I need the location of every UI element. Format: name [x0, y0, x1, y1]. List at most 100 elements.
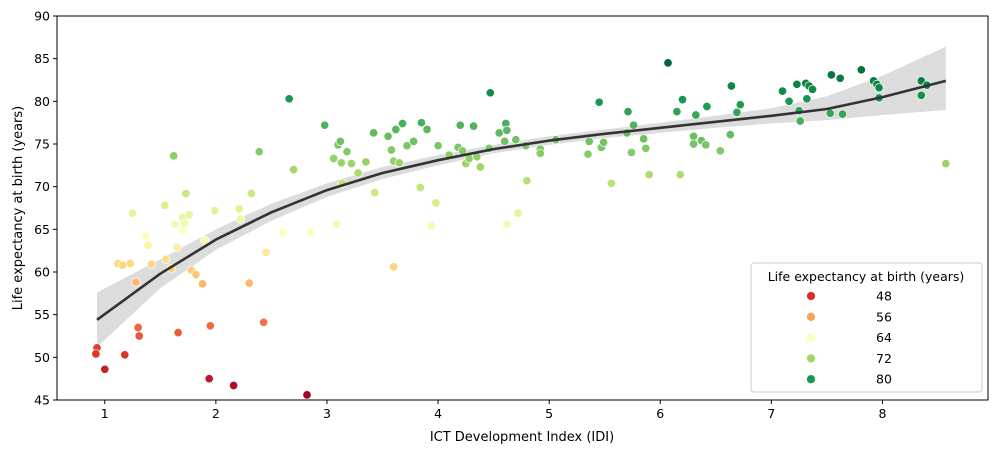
legend-marker [806, 332, 816, 343]
data-point [500, 136, 510, 146]
data-point [289, 165, 299, 175]
data-point [394, 158, 404, 168]
data-point [235, 214, 245, 224]
data-point [246, 188, 256, 199]
data-point [639, 134, 649, 144]
data-point [177, 226, 188, 236]
regression-line [96, 79, 947, 321]
legend-marker [806, 353, 816, 364]
data-point [535, 148, 545, 158]
data-point [131, 277, 141, 287]
x-axis: 1 2 3 4 5 6 7 8 [101, 400, 886, 421]
data-point [91, 349, 101, 359]
data-point [210, 206, 220, 216]
data-point [715, 146, 725, 156]
legend-label: 80 [876, 372, 892, 387]
data-point [916, 90, 926, 100]
data-point [229, 380, 239, 391]
data-point [302, 390, 312, 400]
data-point [305, 228, 315, 238]
data-point [191, 270, 201, 280]
legend-label: 72 [876, 351, 892, 366]
data-point [825, 108, 835, 118]
data-point [336, 158, 346, 168]
data-point [431, 198, 441, 208]
data-point [259, 317, 269, 327]
y-tick-label: 90 [34, 9, 50, 24]
data-point [244, 278, 254, 288]
data-point [689, 131, 699, 141]
x-tick-label: 1 [101, 406, 109, 421]
data-point [146, 259, 156, 269]
data-point [511, 135, 521, 145]
data-point [584, 136, 594, 146]
data-point [606, 178, 616, 188]
x-tick-label: 3 [323, 406, 331, 421]
data-point [415, 182, 425, 193]
data-point [197, 279, 208, 289]
x-tick-label: 7 [767, 406, 775, 421]
data-point [160, 200, 170, 210]
data-point [522, 176, 532, 186]
data-point [200, 235, 210, 245]
y-tick-label: 70 [34, 179, 50, 194]
data-point [941, 159, 951, 169]
legend-entries: 48 56 64 72 80 [806, 289, 892, 387]
data-point [346, 159, 356, 169]
data-point [874, 83, 884, 93]
data-point [455, 120, 465, 130]
data-point [409, 136, 419, 146]
data-point [672, 107, 682, 117]
data-point [204, 374, 214, 384]
data-point [170, 219, 180, 229]
data-point [329, 153, 339, 164]
data-point [100, 364, 110, 374]
data-point [735, 100, 745, 110]
data-point [383, 131, 393, 141]
legend: Life expectancy at birth (years) 48 56 64 7… [750, 262, 983, 393]
data-point [361, 157, 371, 167]
data-point [205, 321, 215, 331]
data-point [689, 139, 699, 149]
points-layer [91, 58, 951, 400]
regression-line-layer [96, 79, 947, 321]
y-tick-label: 60 [34, 265, 50, 280]
data-point [397, 118, 408, 129]
data-point [494, 128, 504, 138]
data-point [807, 84, 818, 94]
y-axis-label: Life expectancy at birth (years) [11, 106, 26, 311]
data-point [426, 221, 436, 231]
data-point [644, 170, 654, 180]
confidence-band [97, 46, 946, 348]
data-point [234, 204, 244, 214]
data-point [143, 240, 153, 251]
data-point [583, 149, 593, 159]
y-tick-label: 80 [34, 94, 50, 109]
data-point [254, 147, 264, 157]
data-point [626, 147, 636, 158]
data-point [284, 94, 294, 104]
legend-marker [806, 374, 816, 385]
data-point [172, 242, 182, 252]
data-point [141, 231, 151, 241]
data-point [117, 260, 128, 270]
data-point [792, 79, 802, 89]
data-point [422, 124, 432, 135]
data-point [826, 70, 836, 80]
data-point [663, 58, 673, 68]
data-point [342, 147, 352, 157]
legend-label: 48 [876, 289, 892, 304]
data-point [391, 124, 401, 135]
data-point [675, 170, 685, 180]
y-tick-label: 45 [34, 393, 50, 408]
data-point [173, 328, 183, 338]
data-point [370, 188, 380, 198]
y-tick-label: 55 [34, 307, 50, 322]
data-point [120, 350, 130, 360]
x-tick-label: 2 [212, 406, 220, 421]
data-point [691, 110, 701, 120]
data-point [599, 137, 609, 147]
x-tick-label: 4 [434, 406, 442, 421]
data-point [802, 94, 812, 104]
y-tick-label: 75 [34, 137, 50, 152]
